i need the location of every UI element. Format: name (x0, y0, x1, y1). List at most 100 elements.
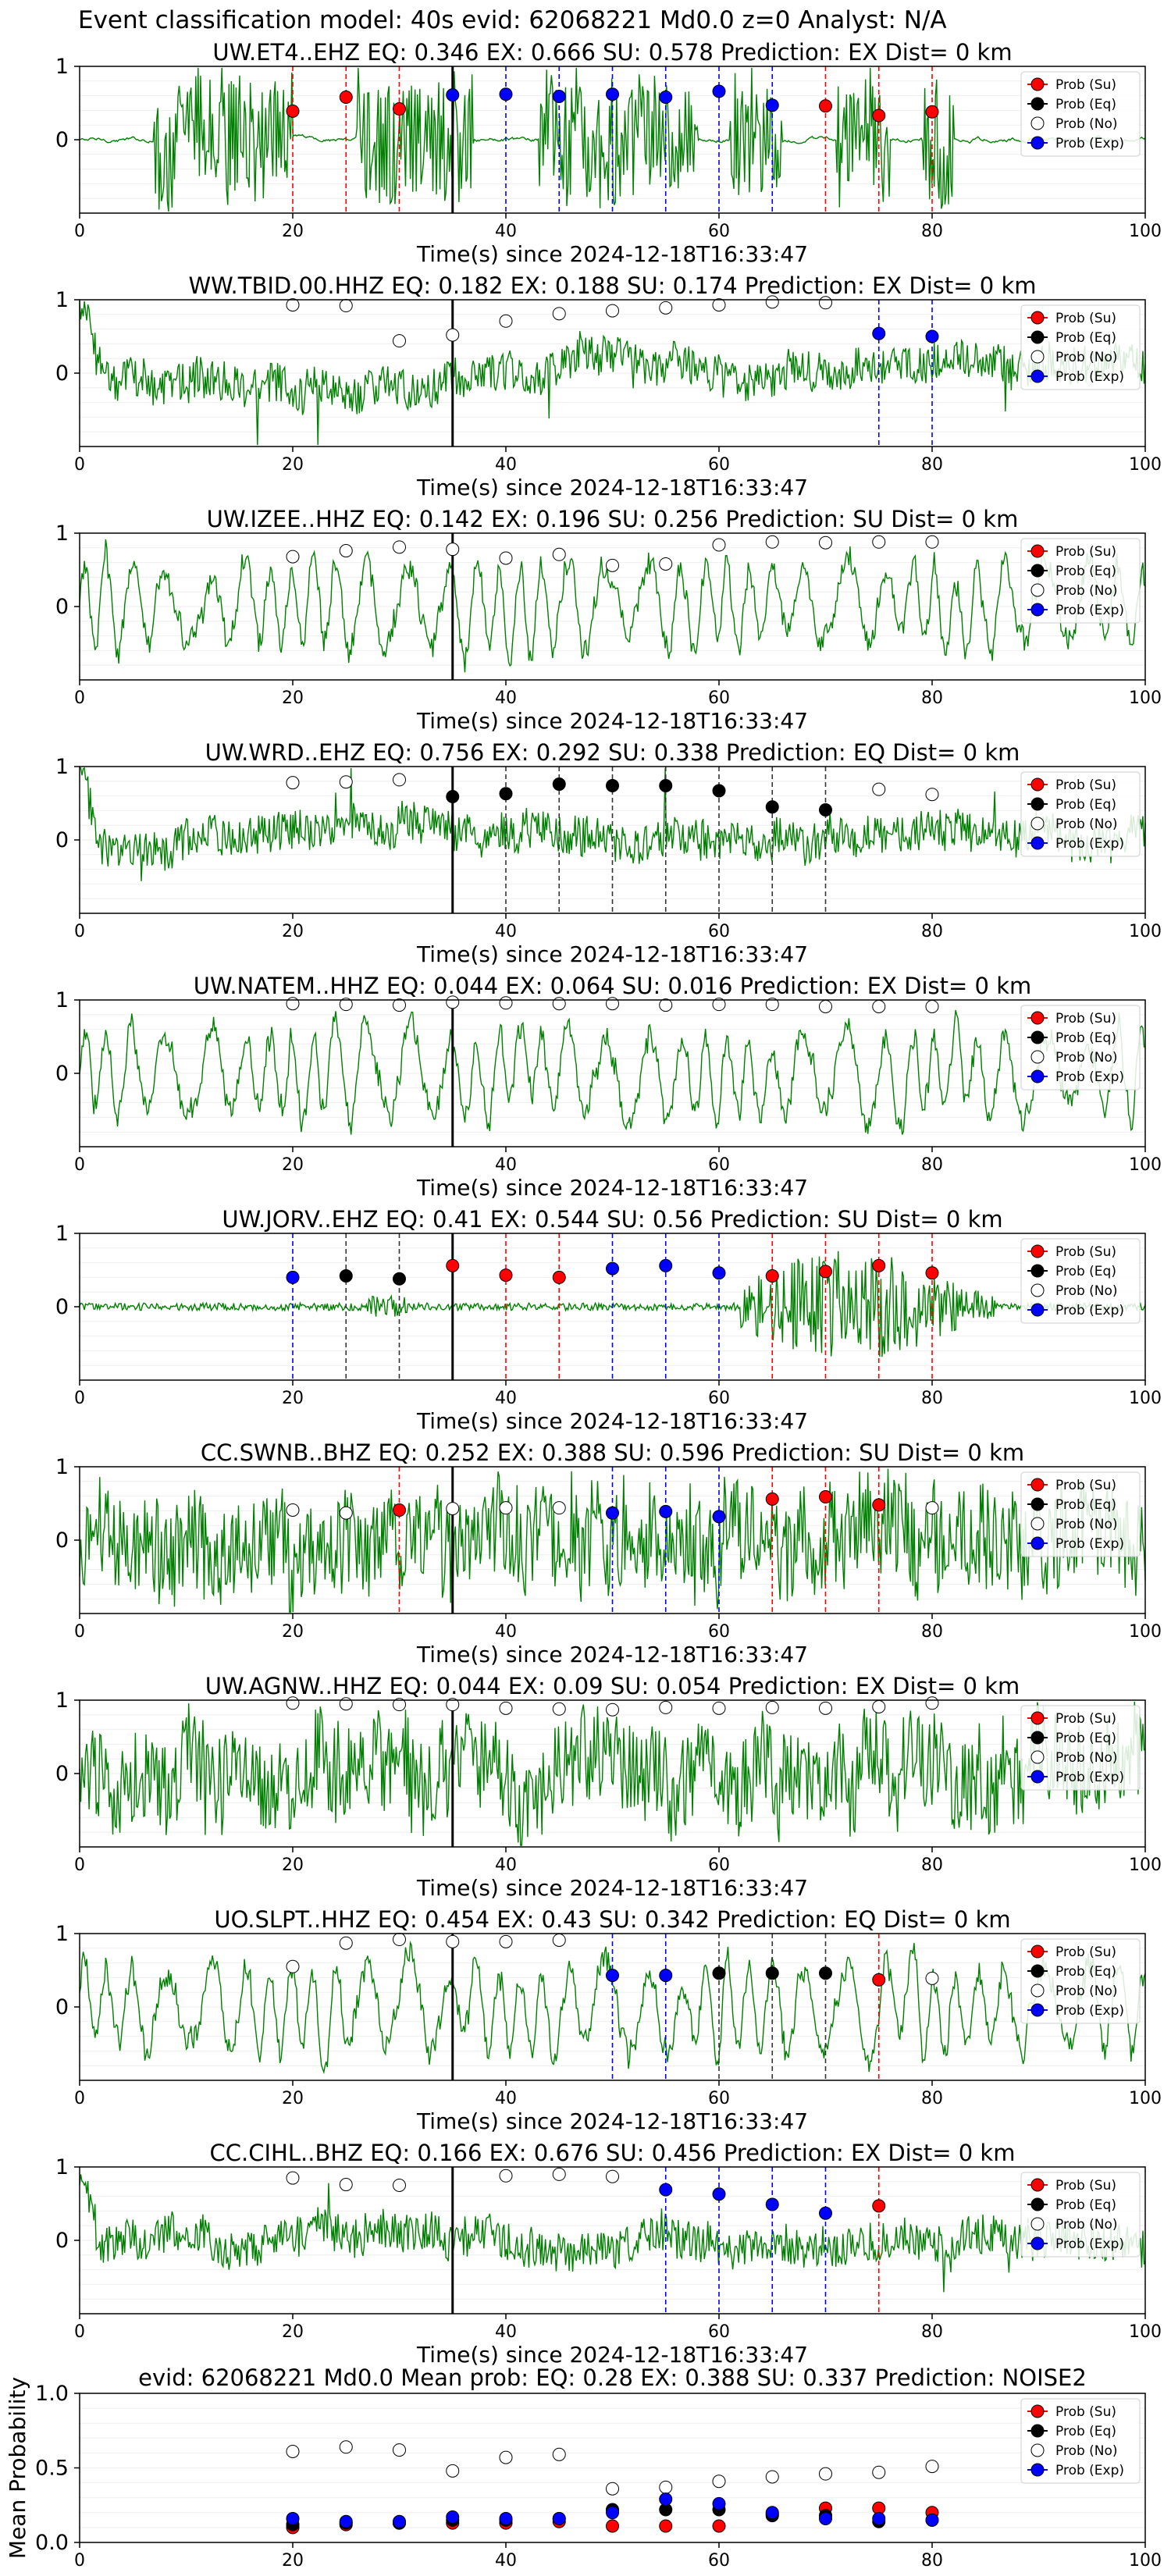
prob-point-no (819, 296, 832, 310)
x-tick-label: 20 (282, 1389, 304, 1408)
prob-point-no (393, 334, 406, 348)
legend-marker-eq (1030, 1264, 1045, 1278)
panel-title: UW.IZEE..HHZ EQ: 0.142 EX: 0.196 SU: 0.2… (207, 506, 1019, 532)
legend-marker-su (1030, 2178, 1045, 2192)
prob-point-no (925, 1501, 939, 1515)
y-tick-label: 1 (55, 988, 69, 1012)
panel-4: UW.NATEM..HHZ EQ: 0.044 EX: 0.064 SU: 0.… (55, 973, 1162, 1201)
x-tick-label: 100 (1129, 2322, 1162, 2342)
x-tick-label: 20 (282, 455, 304, 475)
prob-point-no (552, 547, 566, 561)
prob-point-no (499, 1701, 513, 1715)
prob-point-no (606, 997, 619, 1011)
panel-title: evid: 62068221 Md0.0 Mean prob: EQ: 0.28… (138, 2364, 1087, 2391)
mean-point-exp (872, 2511, 886, 2525)
x-tick-label: 60 (708, 2089, 730, 2108)
y-tick-label: 0 (55, 1762, 69, 1786)
x-tick-label: 40 (495, 1389, 517, 1408)
legend-box (1020, 771, 1141, 857)
x-tick-label: 60 (708, 1622, 730, 1642)
x-tick-label: 0 (74, 2089, 85, 2108)
legend-label-no: Prob (No) (1055, 1750, 1118, 1766)
x-tick-label: 0 (74, 222, 85, 241)
prob-point-no (659, 557, 673, 571)
prob-point-no (819, 1701, 832, 1715)
y-tick-label: 1 (55, 1455, 69, 1479)
prob-point-eq (659, 778, 673, 792)
prob-point-no (925, 999, 939, 1013)
prob-point-no (765, 535, 779, 549)
x-tick-label: 60 (708, 455, 730, 475)
prob-point-no (446, 1934, 460, 1948)
mean-point-exp (446, 2510, 460, 2524)
x-tick-label: 40 (495, 222, 517, 241)
prob-point-su (872, 1973, 886, 1987)
panel-title: CC.CIHL..BHZ EQ: 0.166 EX: 0.676 SU: 0.4… (210, 2140, 1016, 2166)
x-tick-label: 60 (708, 222, 730, 241)
x-tick-label: 40 (495, 1622, 517, 1642)
x-tick-label: 40 (495, 1856, 517, 1875)
prob-point-no (552, 1501, 566, 1515)
x-tick-label: 0 (74, 1856, 85, 1875)
prob-point-no (393, 1698, 406, 1712)
x-tick-label: 60 (708, 1856, 730, 1875)
x-tick-label: 0 (74, 455, 85, 475)
legend-label-eq: Prob (Eq) (1055, 2197, 1116, 2213)
mean-point-exp (765, 2506, 779, 2520)
legend-label-eq: Prob (Eq) (1055, 1731, 1116, 1746)
prob-point-su (286, 104, 300, 118)
y-tick-label: 1 (55, 1922, 69, 1946)
prob-point-eq (606, 778, 619, 792)
panel-title: UW.JORV..EHZ EQ: 0.41 EX: 0.544 SU: 0.56… (222, 1206, 1002, 1233)
x-tick-label: 100 (1129, 922, 1162, 941)
legend-box (1020, 1238, 1141, 1324)
legend-marker-no (1030, 350, 1045, 364)
prob-point-no (765, 998, 779, 1012)
prob-point-no (499, 996, 513, 1010)
prob-point-no (286, 1696, 300, 1710)
legend-label-eq: Prob (Eq) (1055, 797, 1116, 813)
mean-point-no (925, 2460, 939, 2474)
panel-title: WW.TBID.00.HHZ EQ: 0.182 EX: 0.188 SU: 0… (189, 272, 1037, 299)
mean-point-no (872, 2465, 886, 2479)
prob-point-no (765, 1700, 779, 1714)
legend-box (1020, 1705, 1141, 1791)
x-tick-label: 100 (1129, 1622, 1162, 1642)
x-axis-label: Time(s) since 2024-12-18T16:33:47 (416, 708, 808, 734)
prob-point-su (925, 105, 939, 119)
x-tick-label: 20 (282, 2089, 304, 2108)
legend-label-eq: Prob (Eq) (1055, 330, 1116, 346)
prob-point-no (925, 535, 939, 549)
prob-point-no (499, 1934, 513, 1948)
x-tick-label: 80 (921, 2089, 943, 2108)
x-tick-label: 80 (921, 922, 943, 941)
y-tick-label: 0 (55, 828, 69, 852)
legend-marker-no (1030, 817, 1045, 831)
prob-point-exp (606, 1261, 619, 1276)
y-tick-label: 0 (55, 1995, 69, 2019)
x-tick-label: 20 (282, 922, 304, 941)
waveform-trace (79, 1701, 1146, 1846)
x-tick-label: 0 (74, 1389, 85, 1408)
mean-point-exp (712, 2496, 726, 2510)
prob-point-su (765, 1492, 779, 1506)
mean-point-su (606, 2519, 619, 2533)
prob-point-exp (446, 88, 460, 102)
prob-point-no (499, 551, 513, 565)
prob-point-no (606, 304, 619, 318)
prob-point-eq (819, 802, 832, 817)
prob-point-exp (659, 1258, 673, 1272)
legend-marker-su (1030, 77, 1045, 91)
prob-point-no (925, 1971, 939, 1985)
x-tick-label: 0 (74, 2551, 85, 2571)
legend-box (1020, 538, 1141, 624)
x-tick-label: 100 (1129, 222, 1162, 241)
panel-title: CC.SWNB..BHZ EQ: 0.252 EX: 0.388 SU: 0.5… (201, 1439, 1024, 1466)
legend-marker-exp (1030, 836, 1045, 850)
prob-point-no (499, 314, 513, 328)
mean-point-no (339, 2440, 353, 2454)
prob-point-no (499, 2169, 513, 2183)
prob-point-no (393, 773, 406, 787)
legend-marker-exp (1030, 1303, 1045, 1317)
legend-marker-no (1030, 583, 1045, 597)
